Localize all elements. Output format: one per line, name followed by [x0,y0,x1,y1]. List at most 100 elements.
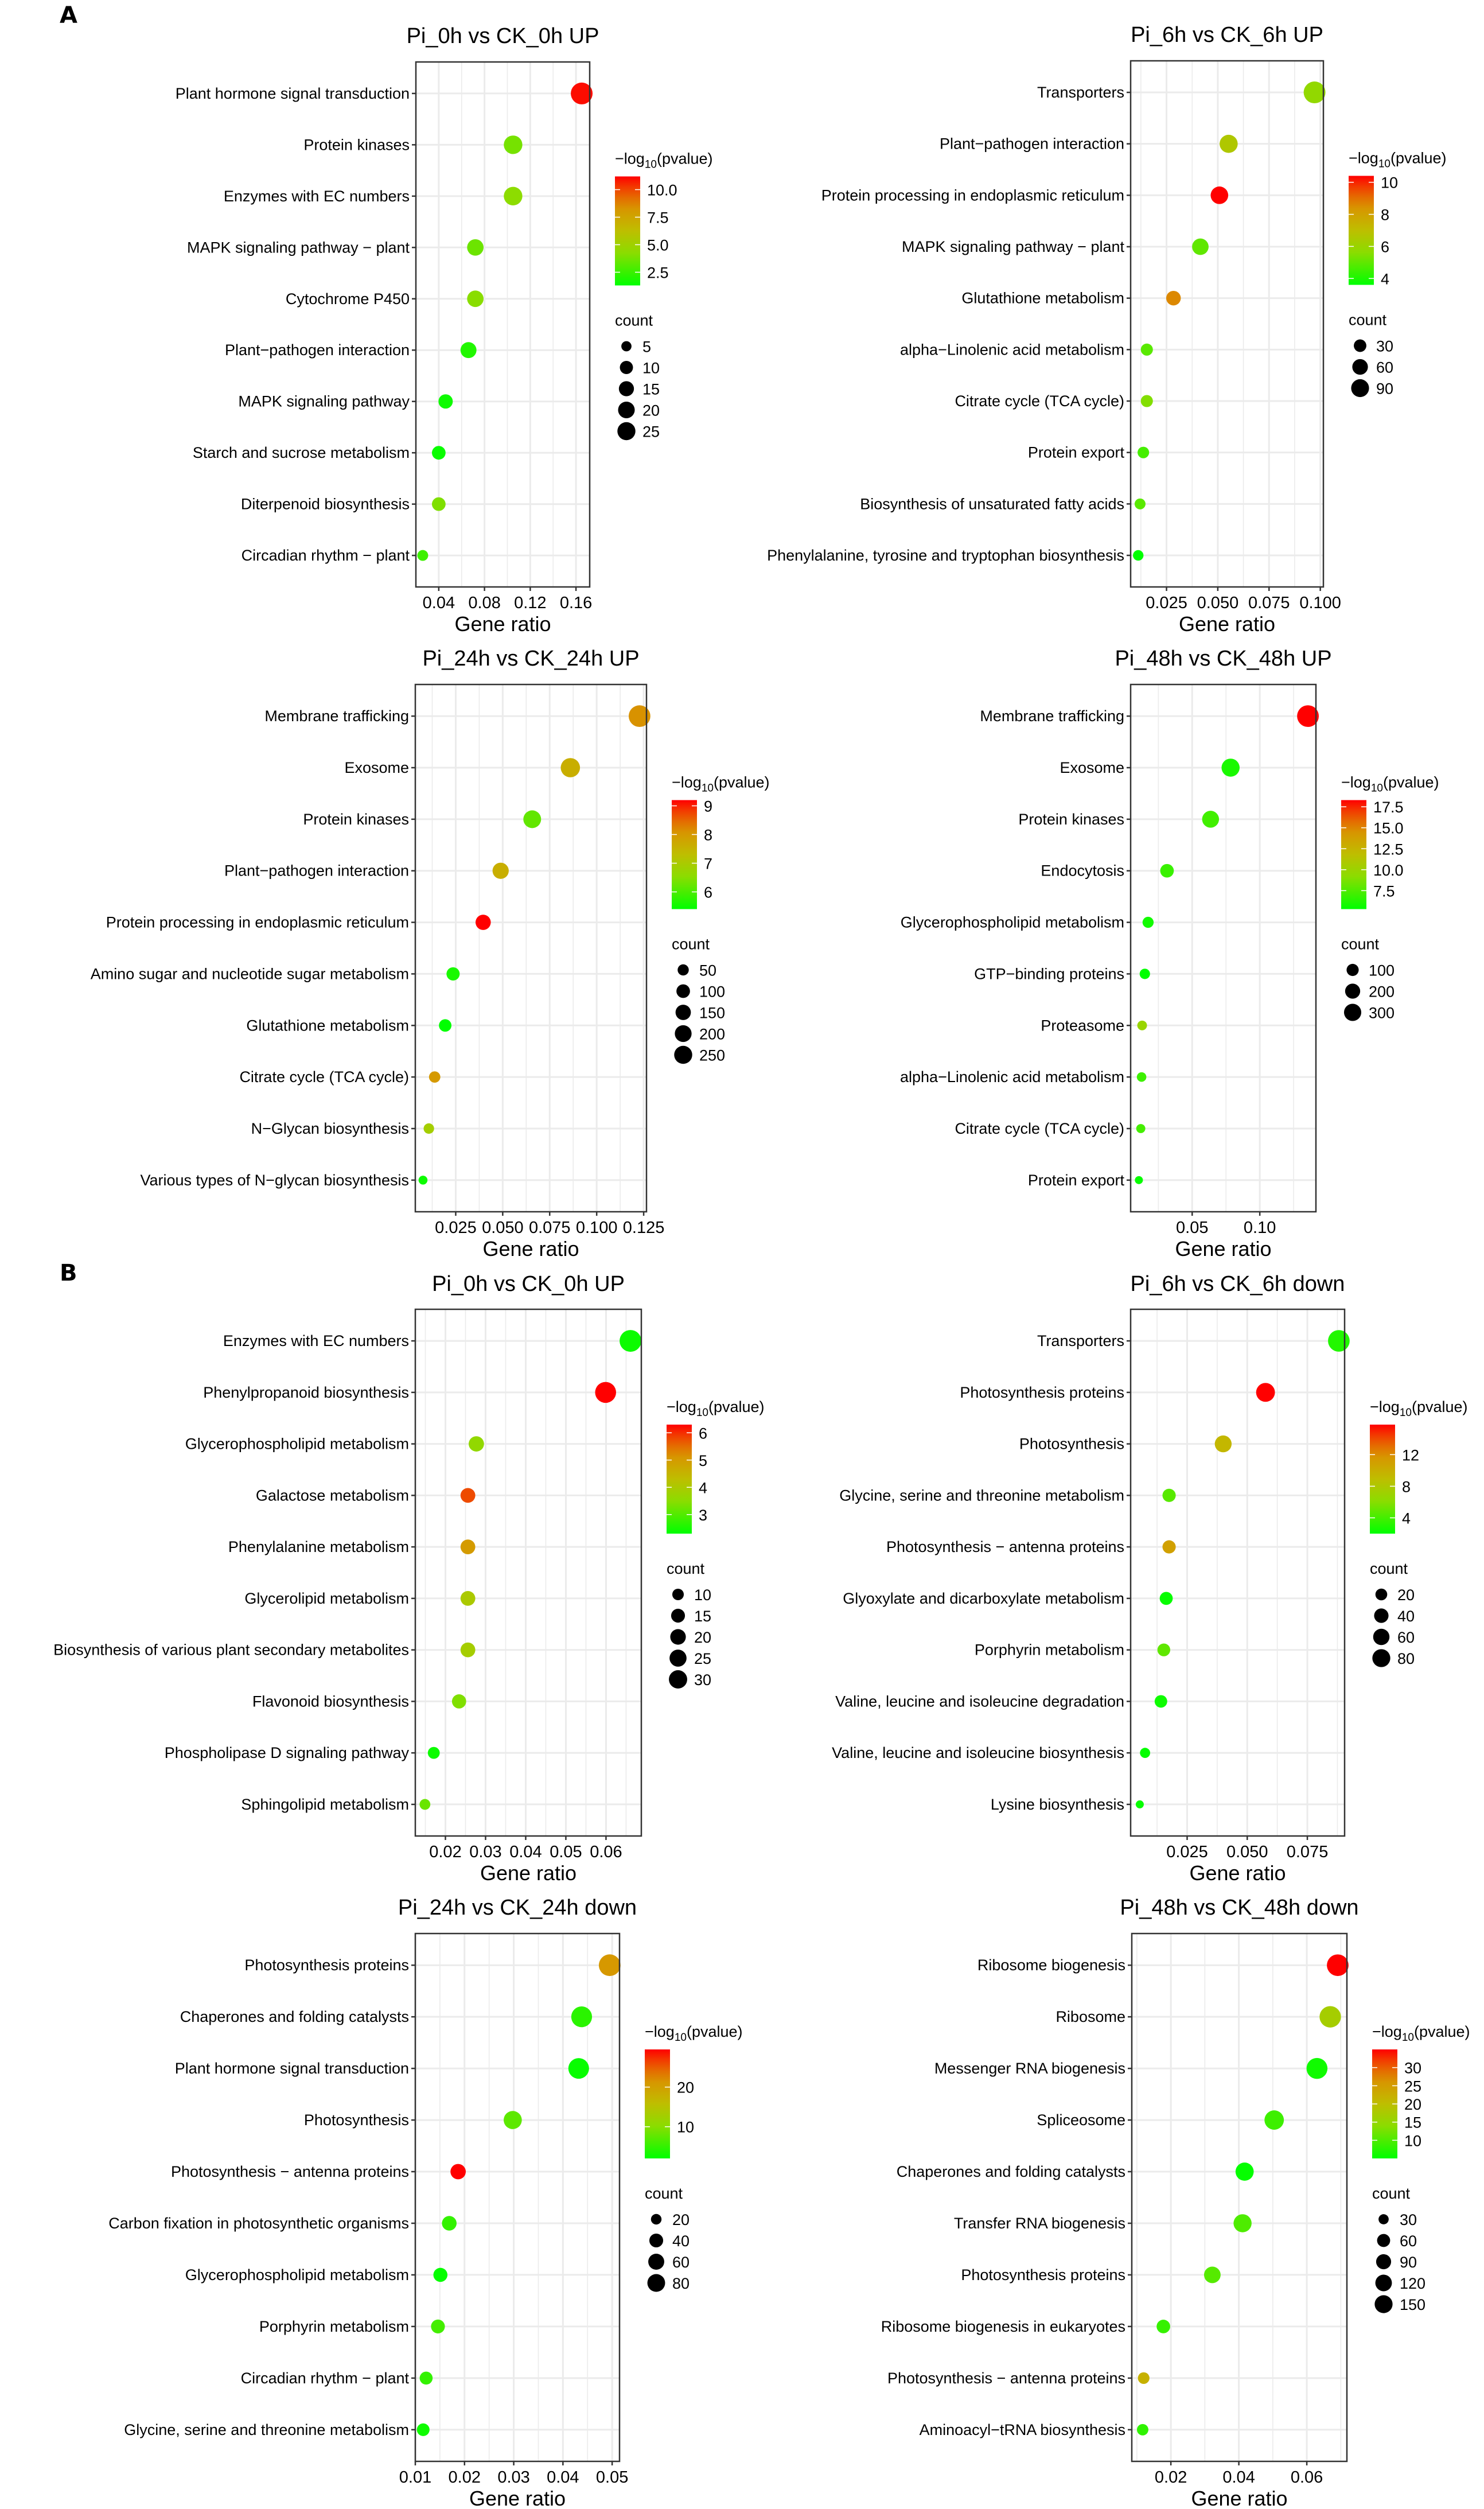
data-point [595,1382,616,1403]
category-label: Exosome [1060,759,1124,776]
category-label: Circadian rhythm − plant [241,2370,410,2387]
data-point [1202,811,1220,828]
x-tick-label: 0.01 [399,2468,431,2487]
panel-8: Pi_48h vs CK_48h down Ribosome biogenesis… [881,1896,1470,2509]
data-point [628,705,651,728]
category-label: Diterpenoid biosynthesis [241,496,410,513]
category-label: Endocytosis [1041,862,1124,880]
size-legend-key [1373,1628,1390,1646]
category-label: Ribosome biogenesis in eukaryotes [881,2318,1125,2335]
data-point [1210,186,1229,204]
data-point [467,290,484,308]
category-label: MAPK signaling pathway [238,393,410,410]
category-label: Porphyrin metabolism [259,2318,409,2335]
data-point [1233,2214,1252,2232]
category-label: Aminoacyl−tRNA biosynthesis [920,2421,1125,2438]
panel-title: Pi_48h vs CK_48h down [1120,1896,1358,1920]
data-point [418,1176,428,1185]
size-legend-title: count [667,1560,705,1577]
colorbar-tick-label: 25 [1404,2078,1421,2095]
size-legend-label: 90 [1400,2254,1417,2271]
colorbar-tick-label: 9 [704,798,712,815]
x-tick-label: 0.05 [1176,1219,1208,1237]
size-legend-label: 60 [1397,1629,1415,1646]
colorbar-tick-label: 8 [1381,207,1389,224]
x-tick-label: 0.06 [1291,2468,1323,2487]
category-label: Transfer RNA biogenesis [954,2215,1125,2232]
size-legend-label: 15 [642,381,660,398]
data-point [1306,2057,1328,2079]
category-label: Photosynthesis − antenna proteins [887,2370,1125,2387]
x-axis-title: Gene ratio [454,612,551,636]
category-label: Various types of N−glycan biosynthesis [141,1172,410,1189]
data-point [523,810,542,828]
data-point [1297,705,1319,728]
size-legend-title: count [1349,312,1387,329]
colorbar-tick-label: 10.0 [1373,862,1404,879]
plot-frame [1129,683,1317,1213]
panel-title: Pi_24h vs CK_24h UP [422,647,639,671]
size-legend-key [1376,2254,1392,2270]
data-point [1214,1435,1232,1453]
data-point [571,2006,593,2028]
plot-frame [415,61,591,588]
x-tick-label: 0.075 [1287,1843,1329,1861]
category-label: Glycerophospholipid metabolism [901,914,1124,931]
color-legend-title: −log10(pvalue) [1372,2023,1470,2044]
size-legend-label: 80 [1397,1650,1415,1667]
category-label: Citrate cycle (TCA cycle) [239,1068,409,1086]
x-tick-label: 0.04 [509,1843,542,1861]
color-legend-title: −log10(pvalue) [1370,1398,1468,1419]
category-label: Enzymes with EC numbers [223,1332,409,1349]
size-legend-label: 100 [699,983,725,1001]
size-legend-key [1351,379,1369,398]
x-axis-title: Gene ratio [480,1861,577,1885]
panel-4: Pi_48h vs CK_48h UP Membrane trafficking E… [900,647,1439,1261]
x-tick-label: 0.08 [468,594,500,612]
category-label: Glycerolipid metabolism [244,1590,409,1607]
data-point [1138,2372,1150,2384]
category-label: Protein kinases [303,811,409,828]
category-label: N−Glycan biosynthesis [251,1120,409,1137]
x-tick-label: 0.125 [623,1219,665,1237]
colorbar [615,176,640,286]
size-legend-key [651,2214,662,2225]
category-label: Ribosome biogenesis [977,1956,1125,1974]
data-point [450,2164,466,2180]
size-legend-title: count [672,936,710,953]
color-legend-title: −log10(pvalue) [645,2023,743,2044]
size-legend-key [618,381,634,396]
x-tick-label: 0.04 [423,594,455,612]
size-legend-key [672,1588,684,1601]
x-tick-label: 0.050 [1226,1843,1268,1861]
size-legend-key [675,1005,691,1020]
x-tick-label: 0.10 [1244,1219,1276,1237]
size-legend-key [1375,1588,1388,1601]
panel-title: Pi_24h vs CK_24h down [398,1896,637,1920]
x-axis-title: Gene ratio [1175,1237,1271,1261]
data-point [1303,81,1326,104]
data-point [416,2423,430,2436]
category-label: Ribosome [1055,2008,1125,2025]
colorbar-tick-label: 4 [1402,1510,1411,1527]
category-label: Exosome [344,759,409,776]
x-tick-label: 0.16 [560,594,592,612]
colorbar-tick-label: 17.5 [1373,799,1404,816]
size-legend-label: 60 [1400,2232,1417,2250]
category-label: Photosynthesis [1019,1436,1124,1453]
colorbar [1370,1425,1395,1534]
panels-layer: Pi_0h vs CK_0h UP Plant hormone signal tr… [53,23,1470,2509]
x-axis-title: Gene ratio [482,1237,579,1261]
data-point [1220,134,1238,153]
x-axis-title: Gene ratio [1189,1861,1286,1885]
data-point [1135,1800,1144,1808]
data-point [598,1954,621,1977]
color-legend-title: −log10(pvalue) [615,150,713,171]
size-legend-label: 90 [1376,380,1393,398]
category-label: Glutathione metabolism [961,290,1124,307]
data-point [504,2111,522,2129]
plot-frame [1129,60,1325,588]
size-legend-key [647,2274,665,2292]
colorbar-tick-label: 4 [1381,270,1389,287]
size-legend-key [675,1025,692,1043]
